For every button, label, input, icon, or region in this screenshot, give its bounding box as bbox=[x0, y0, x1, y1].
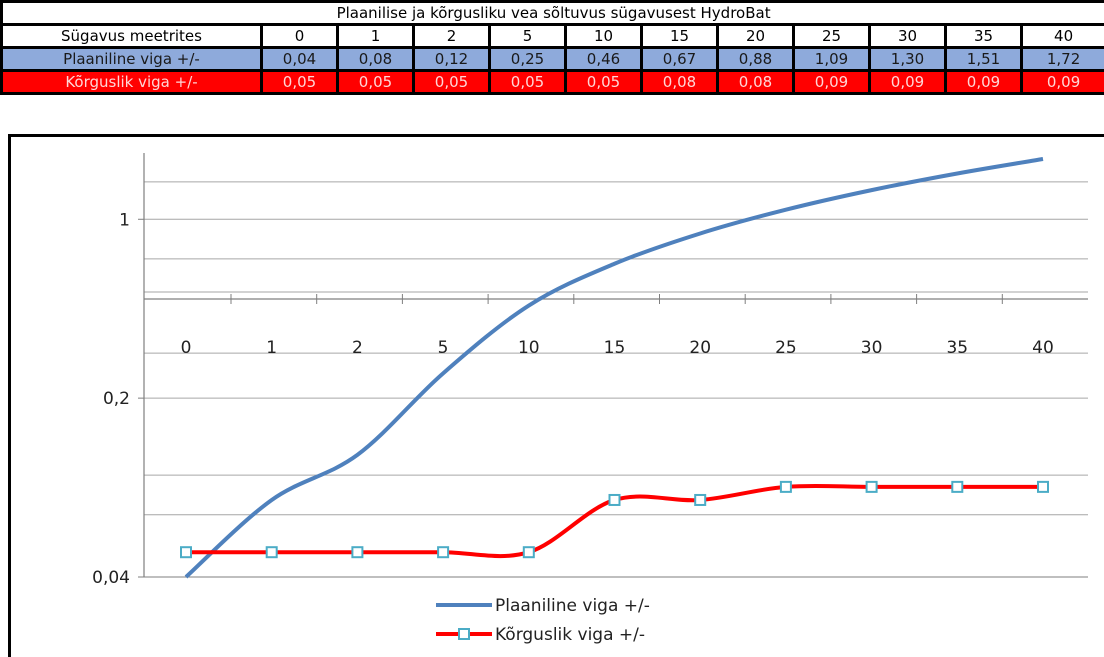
plan-value-cell: 1,72 bbox=[1019, 46, 1104, 72]
chart-area: 0,04 0,2 1 0 1 2 5 10 15 20 25 30 35 40 Plaaniline vig… bbox=[8, 134, 1104, 657]
x-tick-label: 5 bbox=[438, 338, 449, 358]
korg-marker bbox=[522, 546, 535, 559]
korg-value-cell: 0,09 bbox=[792, 69, 871, 95]
x-tick-label: 2 bbox=[352, 338, 363, 358]
depth-cell: 2 bbox=[412, 23, 491, 49]
korg-marker bbox=[1037, 480, 1049, 493]
korg-value-cell: 0,09 bbox=[868, 69, 947, 95]
x-tick-label: 30 bbox=[861, 338, 883, 358]
depth-cell: 0 bbox=[260, 23, 339, 49]
korg-value-cell: 0,09 bbox=[1019, 69, 1104, 95]
table-title: Plaanilise ja kõrgusliku vea sõltuvus sü… bbox=[0, 0, 1104, 26]
plan-value-cell: 0,46 bbox=[564, 46, 643, 72]
korg-value-cell: 0,05 bbox=[564, 69, 643, 95]
korg-marker bbox=[351, 546, 364, 559]
korg-value-cell: 0,05 bbox=[412, 69, 491, 95]
korg-marker bbox=[951, 480, 964, 493]
korg-marker bbox=[608, 493, 621, 506]
korg-value-cell: 0,08 bbox=[640, 69, 719, 95]
korg-marker bbox=[265, 546, 278, 559]
depth-cell: 20 bbox=[716, 23, 795, 49]
depth-row-label: Sügavus meetrites bbox=[0, 23, 263, 49]
korg-value-cell: 0,05 bbox=[260, 69, 339, 95]
plan-value-cell: 0,04 bbox=[260, 46, 339, 72]
x-tick-label: 0 bbox=[181, 338, 192, 358]
depth-cell: 1 bbox=[336, 23, 415, 49]
legend-korg-label: Kõrguslik viga +/- bbox=[495, 625, 645, 645]
korg-marker bbox=[694, 493, 707, 506]
data-table: Plaanilise ja kõrgusliku vea sõltuvus sü… bbox=[0, 0, 1104, 95]
depth-cell: 40 bbox=[1019, 23, 1104, 49]
x-tick-label: 25 bbox=[775, 338, 797, 358]
x-tick-label: 10 bbox=[518, 338, 540, 358]
korg-value-cell: 0,05 bbox=[488, 69, 567, 95]
plan-value-cell: 0,67 bbox=[640, 46, 719, 72]
plan-value-cell: 0,88 bbox=[716, 46, 795, 72]
plan-value-cell: 1,30 bbox=[868, 46, 947, 72]
korg-marker bbox=[180, 546, 192, 559]
korg-value-cell: 0,05 bbox=[336, 69, 415, 95]
plan-value-cell: 0,25 bbox=[488, 46, 567, 72]
series-plan-line bbox=[184, 157, 1044, 579]
korg-value-cell: 0,09 bbox=[944, 69, 1023, 95]
x-tick-label: 1 bbox=[266, 338, 277, 358]
legend-korg-marker bbox=[458, 628, 470, 640]
y-tick-label: 0,2 bbox=[103, 389, 130, 409]
depth-cell: 10 bbox=[564, 23, 643, 49]
korg-marker bbox=[865, 480, 878, 493]
plan-value-cell: 0,08 bbox=[336, 46, 415, 72]
y-tick-label: 0,04 bbox=[92, 568, 130, 588]
korg-marker bbox=[779, 480, 792, 493]
plan-row-label: Plaaniline viga +/- bbox=[0, 46, 263, 72]
korg-marker bbox=[437, 546, 450, 559]
plan-value-cell: 1,51 bbox=[944, 46, 1023, 72]
korg-row-label: Kõrguslik viga +/- bbox=[0, 69, 263, 95]
plan-value-cell: 0,12 bbox=[412, 46, 491, 72]
depth-cell: 5 bbox=[488, 23, 567, 49]
depth-cell: 15 bbox=[640, 23, 719, 49]
y-tick-label: 1 bbox=[119, 210, 130, 230]
x-tick-label: 20 bbox=[689, 338, 711, 358]
legend-plan-label: Plaaniline viga +/- bbox=[495, 596, 650, 616]
depth-cell: 35 bbox=[944, 23, 1023, 49]
depth-cell: 30 bbox=[868, 23, 947, 49]
x-tick-label: 35 bbox=[946, 338, 968, 358]
korg-value-cell: 0,08 bbox=[716, 69, 795, 95]
x-tick-label: 15 bbox=[604, 338, 626, 358]
plan-value-cell: 1,09 bbox=[792, 46, 871, 72]
x-tick-label: 40 bbox=[1032, 338, 1054, 358]
depth-cell: 25 bbox=[792, 23, 871, 49]
